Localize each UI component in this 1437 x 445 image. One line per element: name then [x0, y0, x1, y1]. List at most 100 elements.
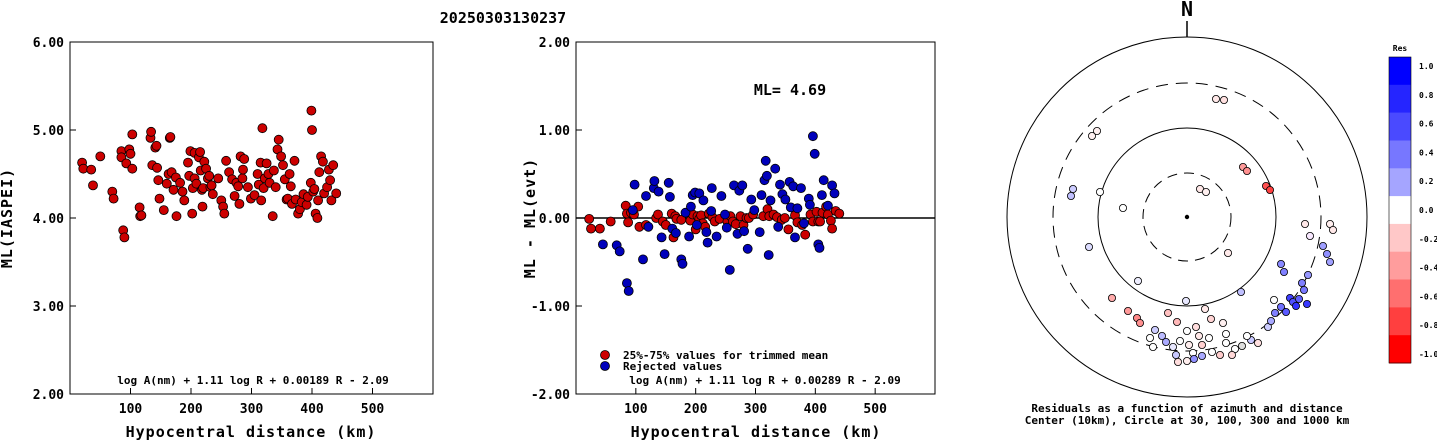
station-marker-72: [1190, 354, 1199, 363]
middle-x-label: Hypocentral distance (km): [631, 423, 882, 441]
station-marker-75: [1162, 337, 1171, 346]
left-panel: 100 200 300 400 500 2.00 3.00 4.00 5.00 6.00 log …: [0, 36, 434, 441]
left-point-82: [257, 123, 268, 134]
station-marker-76: [1149, 342, 1158, 351]
station-marker-74: [1174, 357, 1183, 366]
station-marker-27: [1298, 278, 1307, 287]
station-marker-3: [1093, 127, 1102, 136]
left-point-111: [307, 125, 317, 135]
middle-ytick-label: -1.00: [531, 300, 570, 315]
station-marker-53: [1192, 322, 1201, 331]
residual-colorbar: Res 1.0 0.8 0.6 0.4 0.2 0.0 -0.2 -0.4 -0.6 -0.8 -1…: [1388, 44, 1437, 364]
middle-point-s1-52: [765, 195, 776, 206]
left-point-117: [314, 167, 325, 178]
left-point-46: [191, 178, 202, 189]
colorbar-cell-10: [1389, 335, 1411, 364]
polar-caption-line2: Center (10km), Circle at 30, 100, 300 an…: [1025, 414, 1350, 427]
middle-point-s1-12: [653, 186, 664, 197]
left-point-94: [278, 160, 288, 171]
middle-point-s0-0: [584, 213, 595, 224]
left-point-116: [313, 195, 324, 206]
colorbar-tick-label: -0.6: [1419, 292, 1437, 301]
left-point-110: [306, 105, 317, 116]
left-point-88: [267, 211, 278, 222]
legend-marker-rejected: [600, 361, 610, 371]
left-ticks: 100 200 300 400 500 2.00 3.00 4.00 5.00 6.00: [33, 36, 385, 417]
left-point-25: [153, 175, 164, 186]
left-point-93: [276, 151, 287, 162]
station-marker-50: [1158, 331, 1167, 340]
colorbar-cell-9: [1389, 307, 1411, 336]
left-point-14: [127, 163, 138, 174]
middle-point-s1-50: [762, 170, 772, 181]
left-point-56: [204, 170, 215, 181]
station-marker-21: [1323, 249, 1332, 258]
station-marker-31: [1108, 293, 1117, 302]
left-point-115: [312, 213, 323, 223]
middle-point-s1-71: [817, 190, 827, 201]
middle-point-s1-13: [656, 232, 667, 243]
station-marker-47: [1219, 318, 1228, 327]
station-marker-12: [1096, 187, 1105, 196]
legend-label-rejected: Rejected values: [623, 360, 722, 373]
left-point-126: [331, 188, 342, 199]
middle-point-s1-14: [659, 249, 670, 260]
left-point-24: [152, 162, 163, 173]
middle-point-s1-72: [818, 175, 829, 186]
middle-point-s0-13: [653, 209, 663, 220]
polar-caption-line1: Residuals as a function of azimuth and d…: [1031, 402, 1343, 415]
left-point-75: [242, 182, 253, 193]
middle-point-s1-33: [711, 231, 722, 242]
circle-100km: [1097, 127, 1277, 307]
colorbar-cell-4: [1389, 168, 1411, 197]
left-point-20: [146, 126, 157, 137]
middle-point-s1-35: [720, 209, 730, 220]
middle-xtick-label: 300: [744, 402, 768, 417]
station-marker-66: [1208, 347, 1217, 356]
station-marker-77: [1198, 340, 1207, 349]
station-marker-52: [1183, 326, 1192, 335]
station-marker-22: [1277, 259, 1286, 268]
middle-point-s1-74: [827, 180, 837, 191]
middle-point-s1-4: [623, 286, 634, 296]
left-y-label: ML(IASPEI): [0, 168, 16, 268]
left-ytick-label: 3.00: [33, 300, 64, 315]
middle-point-s1-31: [706, 206, 717, 216]
left-point-123: [325, 175, 336, 186]
left-point-3: [88, 180, 98, 191]
left-point-89: [268, 165, 279, 176]
station-marker-39: [1271, 308, 1280, 317]
middle-point-s1-8: [641, 191, 651, 201]
station-marker-7: [1243, 166, 1252, 175]
left-point-26: [154, 193, 165, 204]
ml-annotation: ML= 4.69: [754, 81, 826, 99]
middle-point-s1-2: [614, 246, 625, 257]
middle-point-s1-46: [754, 227, 765, 238]
station-marker-56: [1222, 329, 1231, 338]
middle-ytick-label: -2.00: [531, 388, 570, 403]
middle-point-s1-66: [805, 199, 815, 210]
station-marker-37: [1282, 307, 1291, 316]
middle-point-s1-70: [814, 242, 825, 253]
colorbar-cell-6: [1389, 223, 1411, 253]
north-label: N: [1181, 0, 1193, 21]
colorbar-tick-label: 0.2: [1419, 177, 1434, 186]
colorbar-frame: [1388, 56, 1412, 364]
middle-point-s1-68: [809, 148, 820, 159]
station-marker-2: [1088, 131, 1097, 140]
left-point-125: [328, 160, 339, 171]
left-point-70: [234, 198, 245, 209]
middle-point-s1-23: [686, 201, 696, 212]
circle-300km: [1052, 82, 1322, 352]
middle-point-s1-41: [737, 180, 748, 191]
colorbar-cell-1: [1389, 84, 1411, 114]
station-marker-10: [1069, 184, 1078, 193]
station-marker-78: [1185, 340, 1194, 349]
middle-xtick-label: 500: [863, 402, 887, 417]
station-marker-20: [1319, 241, 1328, 250]
station-marker-65: [1216, 350, 1225, 359]
station-marker-54: [1205, 333, 1214, 342]
middle-point-s1-45: [749, 205, 760, 216]
middle-point-s1-64: [799, 218, 809, 229]
colorbar-tick-label: 0.8: [1419, 91, 1434, 100]
